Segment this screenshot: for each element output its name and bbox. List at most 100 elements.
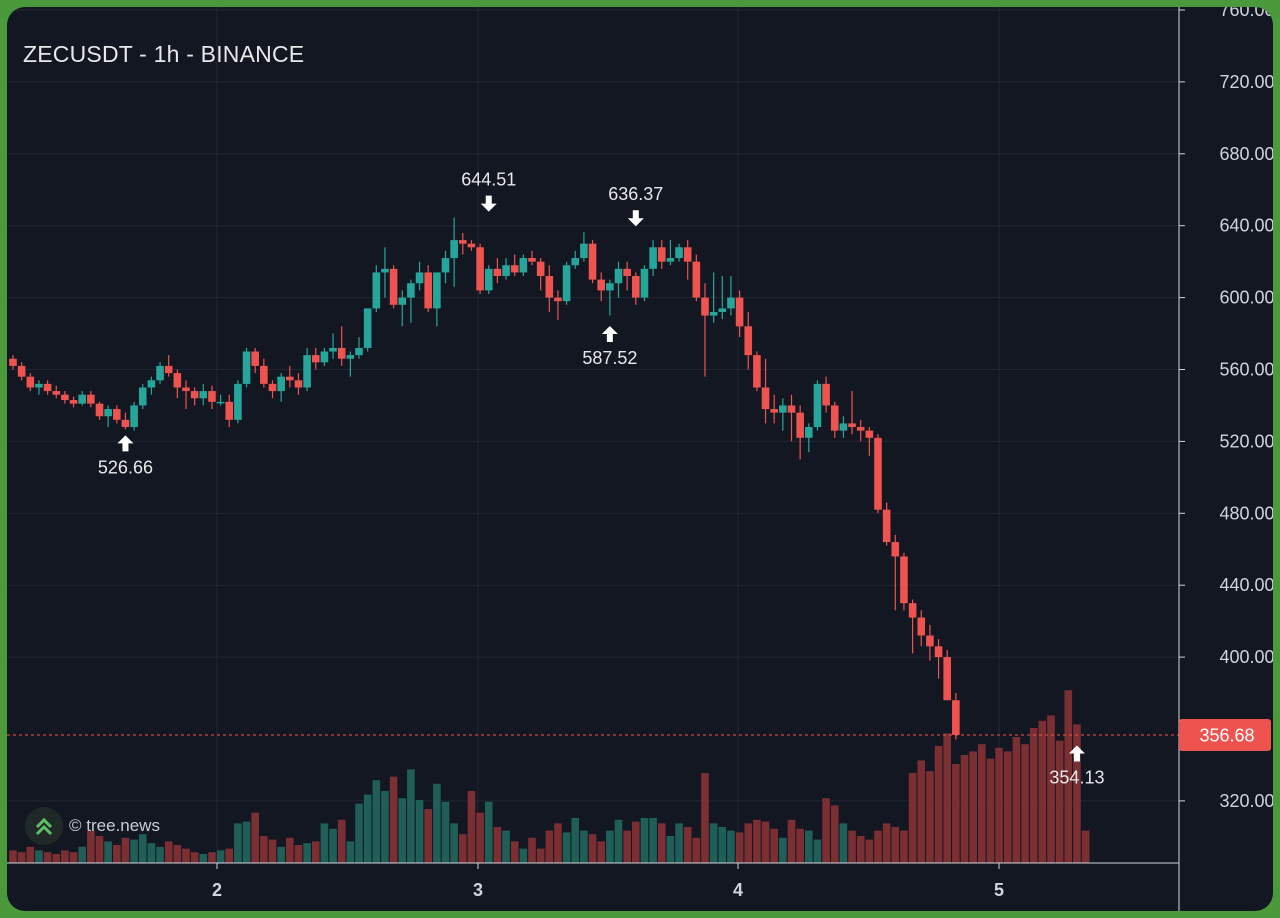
candle-body — [329, 347, 337, 352]
candle-body — [926, 635, 934, 647]
volume-bar — [519, 848, 528, 863]
volume-bar — [381, 791, 389, 863]
volume-bar — [138, 834, 147, 863]
candle-body — [147, 380, 156, 388]
candle-body — [588, 243, 597, 280]
volume-bars — [9, 690, 1090, 863]
volume-bar — [294, 845, 303, 863]
volume-bar — [805, 830, 813, 863]
volume-bar — [813, 839, 822, 863]
candle-body — [753, 355, 761, 388]
chart-panel[interactable]: 526.66 644.51 636.37 587.52 354.13 760.00 720… — [7, 7, 1273, 911]
price-annotation: 644.51 — [461, 170, 516, 190]
candle-body — [571, 258, 580, 266]
candle-body — [69, 400, 78, 404]
candle-body — [528, 258, 536, 262]
candle-body — [190, 391, 199, 399]
y-tick-label: 400.00 — [1219, 647, 1273, 667]
volume-bar — [398, 798, 407, 863]
volume-bar — [78, 846, 86, 863]
volume-bar — [190, 852, 199, 863]
volume-bar — [95, 836, 104, 863]
volume-bar — [623, 830, 631, 863]
volume-bar — [17, 852, 26, 863]
volume-bar — [1038, 720, 1047, 863]
x-tick-label: 2 — [212, 880, 222, 900]
candle-body — [459, 240, 467, 244]
volume-bar — [277, 846, 285, 863]
volume-bar — [441, 801, 450, 863]
volume-bar — [311, 841, 320, 863]
candle-body — [683, 247, 692, 262]
volume-bar — [173, 845, 182, 863]
candle-body — [562, 265, 571, 302]
volume-bar — [476, 812, 484, 863]
volume-bar — [1029, 728, 1038, 863]
candle-body — [952, 700, 960, 735]
candle-body — [744, 326, 753, 356]
volume-bar — [199, 854, 208, 863]
volume-bar — [865, 839, 874, 863]
volume-bar — [683, 827, 692, 863]
volume-bar — [640, 818, 649, 863]
candle-body — [234, 383, 242, 420]
volume-bar — [407, 769, 415, 863]
candle-body — [882, 509, 891, 543]
volume-bar — [415, 800, 424, 863]
volume-bar — [675, 823, 683, 863]
volume-bar — [960, 755, 969, 863]
volume-bar — [510, 841, 519, 863]
candle-body — [675, 247, 683, 259]
y-tick-label: 600.00 — [1219, 288, 1273, 308]
volume-bar — [260, 836, 268, 863]
arrow-up-icon — [117, 435, 134, 452]
volume-bar — [363, 794, 372, 863]
volume-bar — [337, 819, 346, 863]
volume-bar — [536, 848, 545, 863]
y-tick-label: 760.00 — [1219, 7, 1273, 20]
candle-body — [208, 391, 216, 402]
candle-body — [415, 272, 424, 284]
volume-bar — [346, 841, 355, 863]
volume-bar — [1021, 744, 1029, 863]
volume-bar — [822, 798, 830, 863]
volume-bar — [242, 821, 251, 863]
volume-bar — [104, 841, 112, 863]
last-price-tag — [1179, 718, 1271, 751]
candle-body — [216, 401, 225, 404]
candle-body — [830, 405, 839, 431]
volume-bar — [26, 846, 35, 863]
y-tick-label: 440.00 — [1219, 575, 1273, 595]
volume-bar — [779, 837, 787, 863]
price-annotation: 354.13 — [1049, 768, 1104, 788]
chevrons-up-icon — [25, 807, 63, 845]
candle-body — [95, 403, 104, 417]
volume-bar — [761, 821, 770, 863]
volume-bar — [882, 823, 891, 863]
candle-body — [666, 258, 675, 262]
candle-body — [61, 394, 69, 401]
candle-body — [657, 247, 666, 262]
volume-bar — [830, 805, 839, 863]
candle-body — [943, 657, 951, 701]
candle-body — [606, 283, 614, 291]
candle-body — [35, 383, 43, 388]
volume-bar — [355, 803, 363, 863]
axes: 760.00 720.00 680.00 640.00 600.00 560.00 520.… — [7, 7, 1273, 911]
volume-bar — [216, 850, 225, 863]
y-tick-label: 640.00 — [1219, 216, 1273, 236]
last-price-label: 356.68 — [1199, 725, 1254, 745]
watermark-text: © tree.news — [69, 816, 160, 835]
candle-body — [874, 437, 882, 510]
volume-bar — [1047, 715, 1055, 863]
volume-bar — [580, 830, 588, 863]
volume-bar — [969, 751, 977, 863]
volume-bar — [649, 818, 657, 863]
volume-bar — [606, 830, 614, 863]
volume-bar — [718, 827, 727, 863]
candlestick-chart[interactable]: 526.66 644.51 636.37 587.52 354.13 760.00 720… — [7, 7, 1273, 911]
volume-bar — [588, 834, 597, 863]
volume-bar — [614, 819, 623, 863]
volume-bar — [1064, 690, 1073, 863]
candle-body — [389, 268, 398, 305]
